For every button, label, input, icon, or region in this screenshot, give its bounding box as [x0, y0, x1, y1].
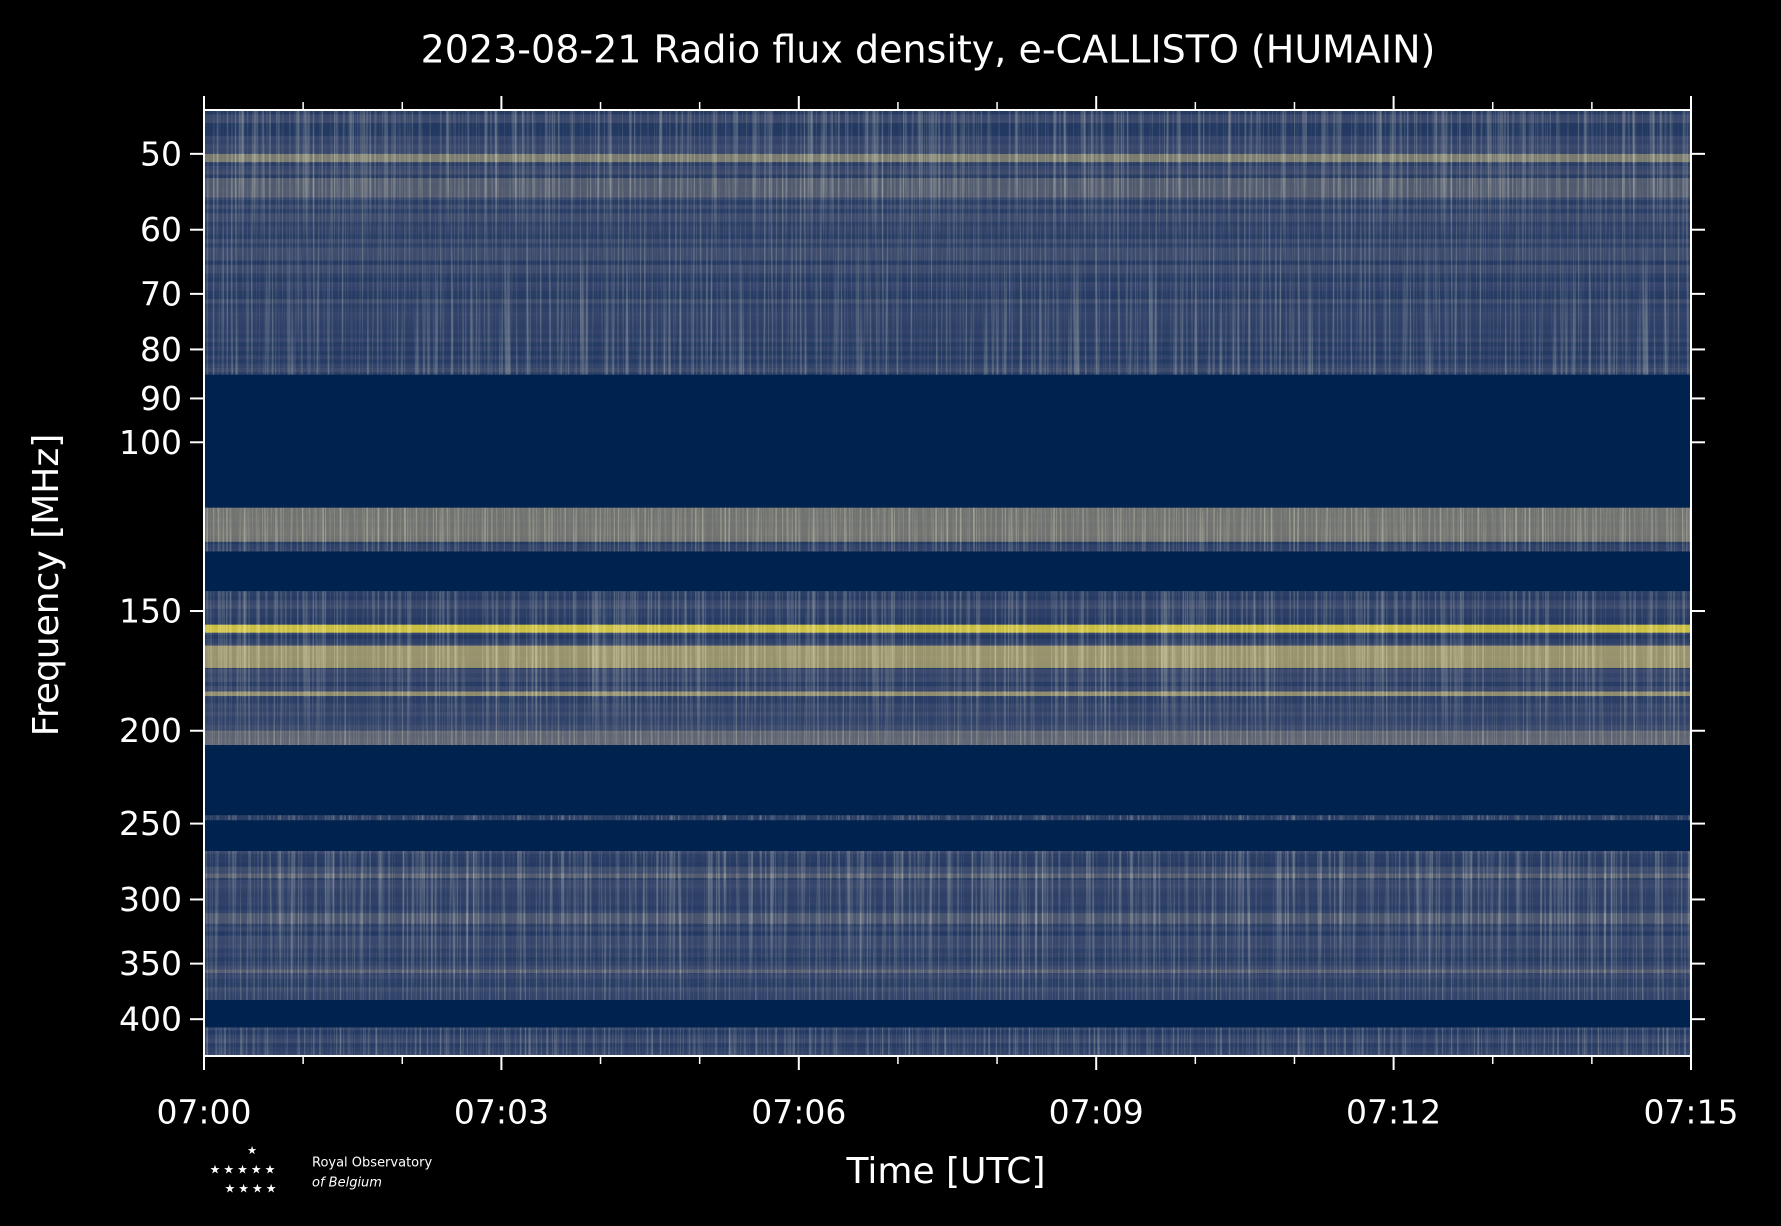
y-tick-label: 100: [119, 423, 182, 462]
logo-text: Royal Observatory: [312, 1156, 432, 1171]
bright-band-texture: [204, 153, 1691, 163]
bright-band-texture: [204, 178, 1691, 198]
logo-star: ★: [247, 1144, 257, 1157]
bright-band-texture: [204, 913, 1691, 924]
y-tick-label: 60: [140, 210, 182, 249]
bright-band-texture: [204, 645, 1691, 668]
x-tick-label: 07:15: [1643, 1093, 1738, 1132]
x-tick-label: 07:12: [1346, 1093, 1441, 1132]
logo-stars: ★★★★★: [210, 1163, 279, 1177]
x-tick-label: 07:09: [1049, 1093, 1144, 1132]
masked-band: [204, 820, 1691, 851]
bright-band-texture: [204, 507, 1691, 542]
y-tick-label: 80: [140, 330, 182, 369]
bright-band-texture: [204, 624, 1691, 633]
y-tick-label: 400: [119, 1000, 182, 1039]
logo: ★ ★★★★★ ★★★★ Royal Observatory of Belgiu…: [210, 1144, 433, 1196]
logo-text: of Belgium: [312, 1176, 382, 1191]
masked-band: [204, 551, 1691, 592]
x-tick-label: 07:03: [454, 1093, 549, 1132]
x-tick-label: 07:06: [751, 1093, 846, 1132]
x-tick-label: 07:00: [156, 1093, 251, 1132]
y-tick-label: 150: [119, 592, 182, 631]
bright-band-texture: [204, 730, 1691, 746]
logo-stars: ★★★★: [224, 1182, 279, 1196]
y-tick-label: 50: [140, 134, 182, 173]
y-tick-label: 350: [119, 944, 182, 983]
y-tick-label: 300: [119, 880, 182, 919]
y-axis-label: Frequency [MHz]: [26, 434, 67, 737]
masked-band: [204, 745, 1691, 816]
masked-band: [204, 1000, 1691, 1028]
y-tick-label: 90: [140, 379, 182, 418]
y-tick-label: 70: [140, 274, 182, 313]
spectrogram: [204, 110, 1691, 1056]
plot-frame: [203, 109, 1692, 1057]
masked-band: [204, 374, 1691, 508]
x-axis-label: Time [UTC]: [845, 1151, 1045, 1192]
y-tick-label: 250: [119, 804, 182, 843]
bright-band-texture: [204, 969, 1691, 974]
bright-band-texture: [204, 691, 1691, 697]
bright-band-texture: [204, 873, 1691, 879]
y-tick-label: 200: [119, 711, 182, 750]
chart-title: 2023-08-21 Radio flux density, e-CALLIST…: [421, 28, 1436, 72]
